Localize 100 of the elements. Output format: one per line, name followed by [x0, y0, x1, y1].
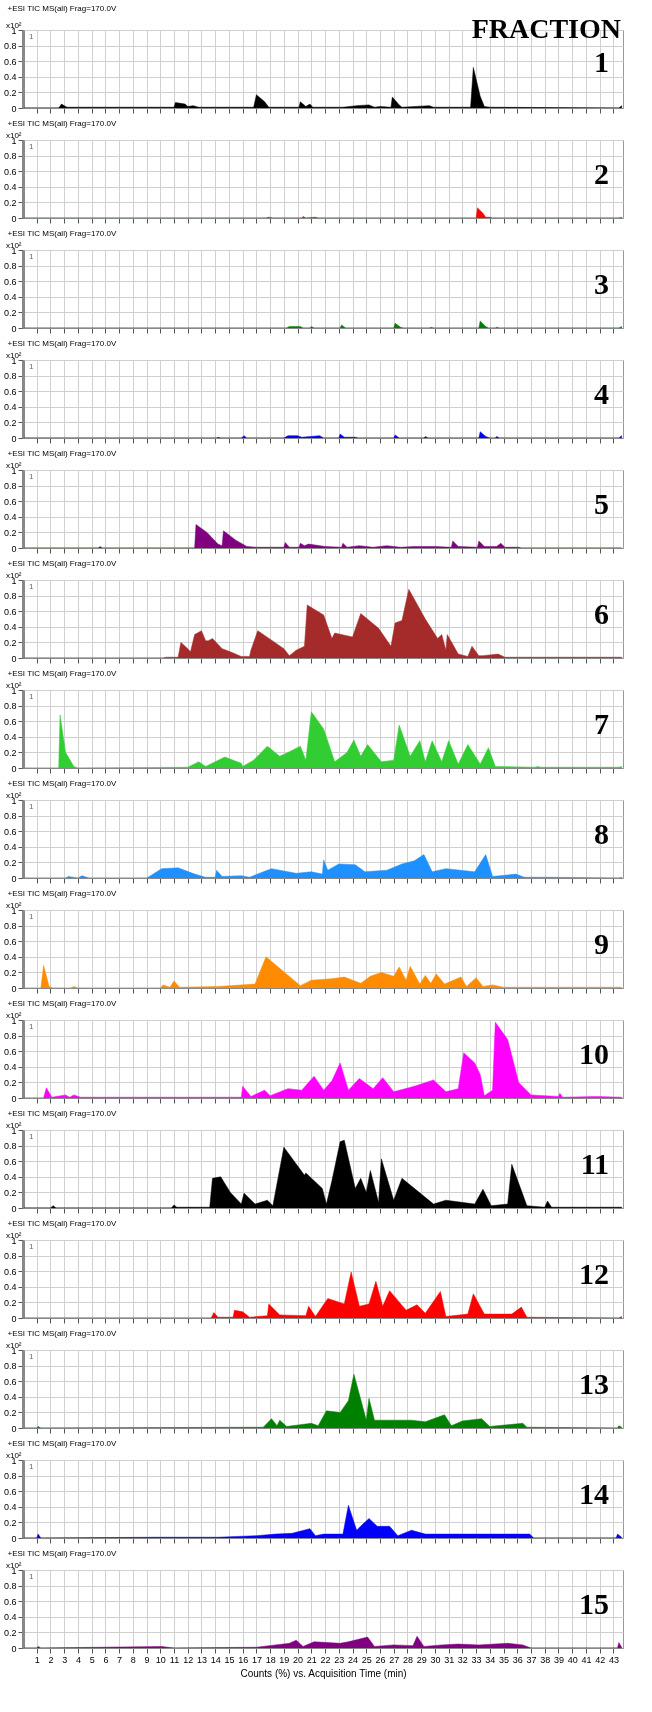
x-tick-label: 3 [62, 1654, 68, 1665]
annotation: 1 [29, 1462, 34, 1471]
annotation: 4 [594, 377, 609, 411]
x-tick-label: 1 [34, 1654, 40, 1665]
x-tick-label: 11 [169, 1654, 180, 1665]
y-tick-label: 0.4 [3, 402, 17, 413]
y-tick-label: 0.2 [3, 747, 17, 758]
x-tick-label: 36 [512, 1654, 523, 1665]
annotation: 2 [594, 157, 609, 191]
y-tick-label: 0 [11, 763, 17, 774]
y-tick-label: 0.6 [3, 1486, 17, 1497]
y-tick-label: 0.4 [3, 1282, 17, 1293]
chart-title: +ESI TIC MS(all) Frag=170.0V [7, 779, 117, 788]
y-tick-label: 0.2 [3, 1297, 17, 1308]
chart-title: +ESI TIC MS(all) Frag=170.0V [7, 449, 117, 458]
y-tick-label: 0.8 [3, 151, 17, 162]
y-tick-label: 0 [11, 543, 17, 554]
x-tick-label: 26 [375, 1654, 386, 1665]
y-tick-label: 0.8 [3, 261, 17, 272]
y-tick-label: 0.8 [3, 1471, 17, 1482]
y-tick-label: 0.2 [3, 87, 17, 98]
y-tick-label: 0.4 [3, 842, 17, 853]
annotation: FRACTION [471, 13, 621, 44]
annotation: 11 [580, 1147, 609, 1181]
x-tick-label: 33 [471, 1654, 482, 1665]
y-tick-label: 0.8 [3, 1581, 17, 1592]
y-tick-label: 0.4 [3, 952, 17, 963]
y-tick-label: 0.8 [3, 1031, 17, 1042]
y-tick-label: 0.8 [3, 371, 17, 382]
x-tick-label: 6 [103, 1654, 109, 1665]
x-tick-label: 21 [306, 1654, 317, 1665]
x-tick-label: 39 [553, 1654, 564, 1665]
y-tick-label: 0.2 [3, 417, 17, 428]
annotation: 1 [29, 802, 34, 811]
annotation: 6 [594, 597, 609, 631]
y-tick-label: 0.2 [3, 857, 17, 868]
y-tick-label: 0 [11, 1533, 17, 1544]
chart-title: +ESI TIC MS(all) Frag=170.0V [7, 1219, 117, 1228]
y-tick-label: 0.6 [3, 1596, 17, 1607]
x-tick-label: 13 [196, 1654, 207, 1665]
annotation: 1 [29, 252, 34, 261]
y-tick-label: 0.2 [3, 1407, 17, 1418]
y-tick-label: 0.4 [3, 1062, 17, 1073]
chart-title: +ESI TIC MS(all) Frag=170.0V [7, 119, 117, 128]
x-tick-label: 20 [293, 1654, 304, 1665]
chart-title: +ESI TIC MS(all) Frag=170.0V [7, 1329, 117, 1338]
y-tick-label: 0.6 [3, 1266, 17, 1277]
x-tick-label: 30 [430, 1654, 441, 1665]
chart-title: +ESI TIC MS(all) Frag=170.0V [7, 1109, 117, 1118]
annotation: 1 [29, 362, 34, 371]
y-tick-label: 0.6 [3, 716, 17, 727]
annotation: 8 [594, 817, 609, 851]
y-tick-label: 0.2 [3, 197, 17, 208]
annotation: 15 [579, 1587, 609, 1621]
y-tick-label: 0.6 [3, 826, 17, 837]
x-tick-label: 23 [334, 1654, 345, 1665]
y-tick-label: 0 [11, 1093, 17, 1104]
x-tick-label: 4 [75, 1654, 81, 1665]
y-tick-label: 0.2 [3, 1077, 17, 1088]
y-tick-label: 0.6 [3, 606, 17, 617]
x-tick-label: 9 [144, 1654, 150, 1665]
chart-title: +ESI TIC MS(all) Frag=170.0V [7, 1439, 117, 1448]
y-tick-label: 0.4 [3, 292, 17, 303]
y-tick-label: 0.6 [3, 166, 17, 177]
y-tick-label: 0.6 [3, 1376, 17, 1387]
x-tick-label: 34 [485, 1654, 496, 1665]
annotation: 7 [594, 707, 609, 741]
x-tick-label: 24 [348, 1654, 359, 1665]
x-tick-label: 32 [457, 1654, 468, 1665]
y-tick-label: 0.2 [3, 307, 17, 318]
annotation: 1 [29, 692, 34, 701]
y-tick-label: 0 [11, 213, 17, 224]
annotation: 1 [29, 1572, 34, 1581]
y-tick-label: 0 [11, 323, 17, 334]
x-tick-label: 18 [265, 1654, 276, 1665]
y-tick-label: 0 [11, 1643, 17, 1654]
y-tick-label: 0.4 [3, 622, 17, 633]
y-tick-label: 0.6 [3, 1046, 17, 1057]
y-tick-label: 0.4 [3, 72, 17, 83]
x-tick-label: 22 [320, 1654, 331, 1665]
y-tick-label: 0.8 [3, 921, 17, 932]
x-tick-label: 17 [251, 1654, 262, 1665]
annotation: 1 [594, 45, 609, 78]
annotation: 14 [579, 1477, 609, 1511]
chart-title: +ESI TIC MS(all) Frag=170.0V [7, 559, 117, 568]
annotation: 1 [29, 1242, 34, 1251]
y-tick-label: 0.4 [3, 182, 17, 193]
x-tick-label: 25 [361, 1654, 372, 1665]
x-tick-label: 12 [183, 1654, 194, 1665]
y-tick-label: 0.8 [3, 41, 17, 52]
chart-title: +ESI TIC MS(all) Frag=170.0V [7, 889, 117, 898]
y-tick-label: 0.6 [3, 496, 17, 507]
y-tick-label: 0.6 [3, 276, 17, 287]
annotation: 12 [579, 1257, 609, 1291]
annotation: 1 [29, 142, 34, 151]
x-tick-label: 19 [279, 1654, 290, 1665]
y-tick-label: 0.6 [3, 56, 17, 67]
chart-title: +ESI TIC MS(all) Frag=170.0V [7, 229, 117, 238]
x-tick-label: 2 [48, 1654, 54, 1665]
y-tick-label: 0 [11, 103, 17, 114]
